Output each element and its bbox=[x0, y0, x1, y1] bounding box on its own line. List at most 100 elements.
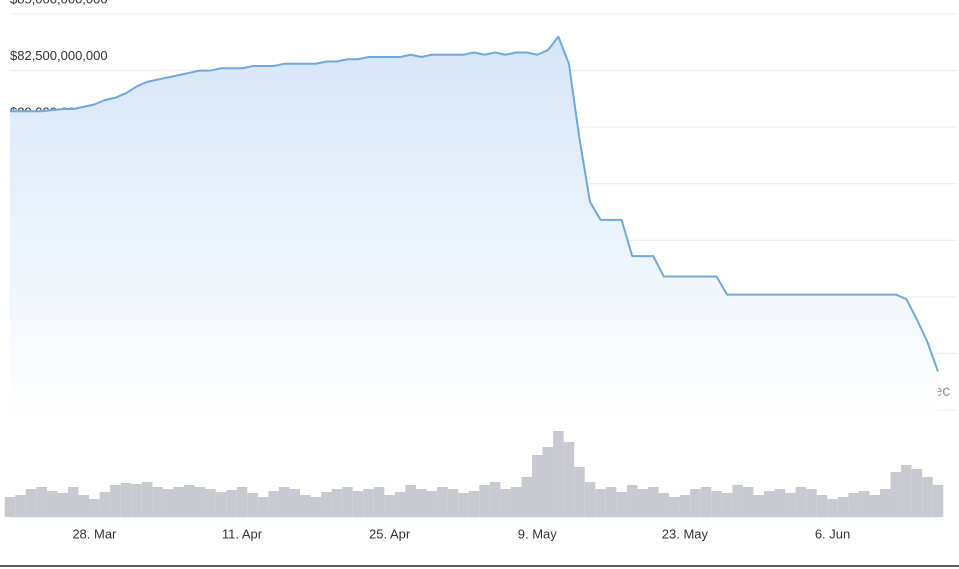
volume-bar bbox=[732, 485, 743, 517]
volume-bar bbox=[36, 487, 47, 517]
volume-bar bbox=[426, 491, 438, 517]
volume-bar bbox=[806, 489, 817, 517]
volume-bar bbox=[162, 489, 174, 517]
volume-bar bbox=[753, 495, 764, 517]
volume-bar bbox=[447, 489, 459, 517]
volume-bar bbox=[848, 493, 859, 517]
volume-bar bbox=[489, 482, 501, 517]
volume-bar bbox=[637, 489, 648, 517]
volume-bar bbox=[236, 487, 248, 517]
volume-bar bbox=[384, 495, 395, 517]
volume-bar bbox=[658, 493, 670, 517]
volume-bar bbox=[890, 472, 902, 517]
volume-bar bbox=[226, 490, 237, 517]
volume-bar bbox=[215, 492, 227, 517]
volume-bar bbox=[795, 487, 807, 517]
volume-bar bbox=[605, 487, 617, 517]
volume-bar bbox=[880, 489, 891, 517]
volume-bar bbox=[416, 489, 427, 517]
volume-bar bbox=[89, 499, 100, 517]
volume-bar bbox=[764, 491, 775, 517]
x-tick-label: 25. Apr bbox=[369, 526, 411, 541]
volume-bar bbox=[310, 497, 322, 517]
volume-bar bbox=[468, 491, 480, 517]
volume-bar bbox=[120, 483, 132, 517]
volume-bar bbox=[901, 465, 912, 517]
volume-bar bbox=[15, 495, 26, 517]
volume-bar bbox=[184, 485, 195, 517]
volume-bar bbox=[46, 491, 58, 517]
volume-bar bbox=[110, 485, 121, 517]
volume-bar bbox=[268, 491, 279, 517]
volume-bar bbox=[363, 489, 374, 517]
volume-bar bbox=[205, 489, 216, 517]
volume-bar bbox=[437, 487, 448, 517]
volume-bar bbox=[690, 489, 701, 517]
x-tick-label: 6. Jun bbox=[815, 526, 850, 541]
volume-bar bbox=[679, 495, 691, 517]
volume-bar bbox=[669, 497, 680, 517]
volume-bar bbox=[521, 477, 532, 517]
volume-bar bbox=[721, 493, 733, 517]
line bbox=[10, 35, 939, 372]
volume-bar bbox=[911, 469, 923, 517]
volume-bar bbox=[479, 485, 490, 517]
volume-bar bbox=[342, 487, 353, 517]
volume-bar bbox=[278, 487, 290, 517]
x-tick-label: 28. Mar bbox=[72, 526, 117, 541]
volume-bar bbox=[700, 487, 712, 517]
volume-bar bbox=[141, 482, 153, 517]
volume-bar bbox=[532, 455, 543, 517]
volume-bar bbox=[321, 492, 332, 517]
x-tick-label: 11. Apr bbox=[222, 526, 263, 541]
volume-bar bbox=[99, 492, 111, 517]
volume-bar bbox=[25, 489, 37, 517]
volume-bar bbox=[194, 487, 206, 517]
volume-bar bbox=[394, 492, 406, 517]
volume-bar bbox=[816, 495, 828, 517]
volume-bar bbox=[78, 495, 90, 517]
volume-bar bbox=[331, 489, 343, 517]
volume-bar bbox=[510, 487, 522, 517]
volume-bar bbox=[595, 489, 606, 517]
y-tick-label: $85,000,000,000 bbox=[10, 0, 108, 6]
volume-bar bbox=[858, 491, 870, 517]
volume-bar bbox=[458, 493, 469, 517]
volume-bar bbox=[932, 485, 944, 517]
volume-bar bbox=[837, 497, 849, 517]
volume-bar bbox=[616, 492, 627, 517]
volume-bar bbox=[289, 489, 300, 517]
volume-bar bbox=[827, 499, 838, 517]
volume-bar bbox=[774, 489, 786, 517]
volume-bar bbox=[247, 493, 258, 517]
volume-bar bbox=[785, 493, 796, 517]
volume-bar bbox=[626, 485, 638, 517]
x-tick-label: 9. May bbox=[518, 526, 558, 541]
volume-bar bbox=[300, 495, 311, 517]
volume-bar bbox=[553, 431, 564, 517]
volume-bar bbox=[648, 487, 659, 517]
volume-bar bbox=[742, 487, 754, 517]
volume-bar bbox=[869, 495, 880, 517]
volume-bar bbox=[257, 497, 269, 517]
area bbox=[10, 36, 938, 418]
volume-bar bbox=[4, 497, 16, 517]
x-tick-label: 23. May bbox=[662, 526, 709, 541]
volume-bar bbox=[584, 482, 596, 517]
y-tick-label: $82,500,000,000 bbox=[10, 48, 108, 63]
volume-bar bbox=[711, 491, 722, 517]
volume-bar bbox=[563, 442, 575, 517]
volume-bar bbox=[173, 487, 184, 517]
volume-bar bbox=[574, 467, 585, 517]
volume-bar bbox=[68, 487, 79, 517]
volume-bar bbox=[352, 491, 364, 517]
volume-bar bbox=[405, 485, 416, 517]
volume-bar bbox=[922, 477, 933, 517]
volume-bar bbox=[57, 493, 68, 517]
volume-bar bbox=[500, 489, 511, 517]
volume-bar bbox=[152, 487, 163, 517]
volume-bar bbox=[373, 487, 385, 517]
volume-bar bbox=[131, 484, 142, 517]
volume-bar bbox=[542, 447, 554, 517]
